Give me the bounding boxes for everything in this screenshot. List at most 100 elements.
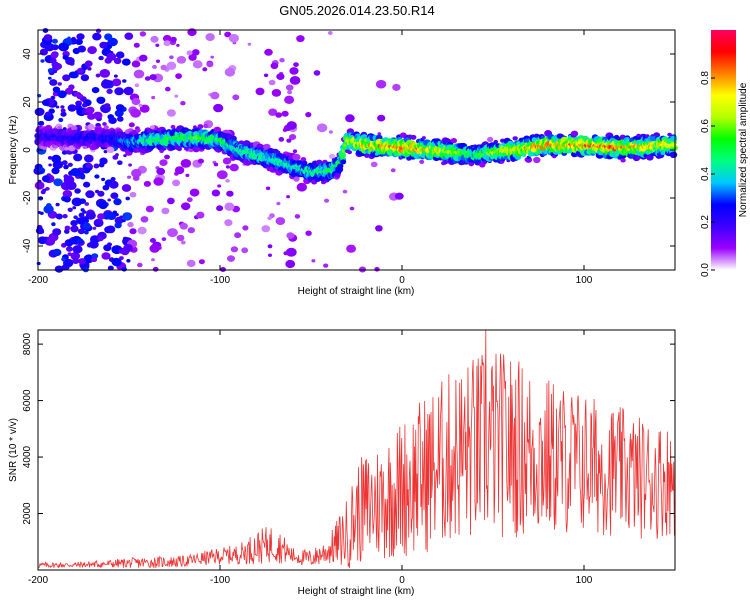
spectrogram-cell: [104, 103, 111, 109]
spectrogram-cell: [180, 101, 186, 106]
x-tick-label: -200: [28, 275, 48, 286]
spectrogram-cell: [164, 154, 170, 160]
spectrogram-cell: [134, 83, 140, 88]
spectrogram-cell: [94, 174, 100, 179]
spectrogram-cell: [104, 33, 113, 41]
spectrogram-cell: [268, 108, 278, 116]
spectrogram-cell: [175, 73, 183, 79]
spectrogram-cell: [181, 202, 191, 211]
colorbar-fill: [711, 30, 736, 270]
spectrogram-cell: [144, 76, 151, 81]
spectrogram-cell: [377, 114, 386, 122]
spectrogram-cell: [316, 123, 328, 133]
spectrogram-cell: [370, 161, 378, 168]
spectrogram-cell: [287, 90, 293, 95]
spectrogram-cell: [124, 32, 134, 40]
spectrogram-cell: [102, 122, 107, 126]
spectrogram-cell: [224, 202, 235, 211]
spectrogram-cell: [166, 61, 177, 70]
spectrogram-cell: [289, 67, 299, 75]
spectrogram-cell: [73, 91, 80, 97]
spectrogram-cell: [70, 220, 78, 227]
spectrogram-cell: [51, 154, 62, 163]
spectrogram-cell: [39, 211, 44, 215]
spectrogram-cell: [67, 259, 73, 264]
spectrogram-cell: [98, 162, 105, 168]
spectrogram-cell: [67, 207, 73, 212]
spectrogram-cell: [105, 225, 116, 234]
spectrogram-cell: [71, 125, 78, 131]
spectrogram-cell: [54, 265, 64, 273]
spectrogram-cell: [284, 95, 295, 105]
spectrogram-cell: [82, 210, 87, 214]
spectrogram-cell: [151, 95, 156, 100]
spectrogram-cell: [450, 138, 457, 144]
spectrogram-cell: [38, 120, 45, 126]
spectrogram-cell: [109, 180, 119, 189]
spectrogram-cell: [285, 247, 297, 257]
spectrogram-cell: [52, 86, 61, 93]
spectrogram-cell: [47, 76, 52, 80]
spectrogram-cell: [620, 158, 626, 163]
spectrogram-cell: [36, 261, 41, 266]
spectrogram-cell: [442, 160, 448, 165]
spectrogram-cell: [186, 50, 193, 56]
spectrogram-cell: [101, 177, 106, 182]
spectrogram-cell: [296, 35, 305, 43]
spectrogram-cell: [82, 222, 91, 230]
spectrogram-cell: [293, 176, 300, 182]
spectrogram-cell: [286, 195, 290, 199]
spectrogram-cell: [334, 172, 341, 178]
spectrogram-cell: [103, 125, 109, 130]
spectrogram-cell: [169, 55, 174, 60]
spectrogram-cell: [156, 59, 160, 63]
spectrogram-cell: [225, 178, 230, 183]
spectrogram-cell: [192, 49, 200, 56]
spectrogram-cell: [210, 55, 214, 59]
spectrogram-cell: [165, 86, 171, 92]
spectrogram-cell: [222, 157, 232, 165]
spectrogram-cell: [70, 168, 81, 177]
spectrogram-cell: [95, 28, 102, 33]
spectrogram-cell: [97, 190, 105, 197]
spectrogram-cell: [121, 58, 131, 66]
spectrogram-cell: [216, 205, 224, 212]
spectrogram-cell: [58, 117, 64, 123]
spectrogram-cell: [328, 153, 336, 160]
spectrogram-cell: [73, 153, 83, 162]
spectrogram-cell: [84, 154, 94, 163]
spectrogram-cell: [76, 217, 86, 225]
spectrogram-cell: [179, 222, 188, 230]
spectrogram-cell: [60, 111, 67, 117]
spectrogram-cell: [83, 181, 91, 188]
spectrogram-cell: [206, 61, 214, 68]
spectrogram-cell: [279, 58, 285, 63]
spectrogram-cell: [296, 182, 307, 192]
spectrogram-cell: [106, 52, 117, 61]
spectrogram-cell: [196, 211, 205, 219]
spectrogram-cell: [51, 167, 60, 175]
y-tick-label: 40: [22, 48, 33, 60]
spectrogram-cell: [60, 108, 66, 113]
spectrogram-cell: [51, 44, 59, 51]
spectrogram-cell: [216, 170, 228, 180]
spectrogram-cell: [180, 240, 186, 245]
spectrogram-cell: [132, 175, 140, 181]
spectrogram-cell: [85, 190, 95, 199]
spectrogram-cell: [126, 259, 131, 263]
spectrogram-cell: [78, 258, 86, 265]
spectrogram-cell: [143, 180, 151, 187]
spectrogram-cell: [53, 178, 63, 187]
spectrogram-cell: [176, 56, 187, 64]
spectrogram-cell: [99, 69, 111, 78]
spectrogram-cell: [96, 96, 106, 105]
spectrogram-cell: [118, 249, 124, 254]
spectrogram-cell: [176, 43, 180, 47]
spectrogram-cell: [50, 52, 59, 59]
spectrogram-cell: [130, 108, 142, 118]
spectrogram-cell: [230, 246, 239, 253]
spectrogram-cell: [161, 237, 167, 242]
colorbar: 0.00.20.40.60.8 Normalized spectral ampl…: [700, 30, 749, 277]
spectrogram-cell: [127, 175, 131, 179]
